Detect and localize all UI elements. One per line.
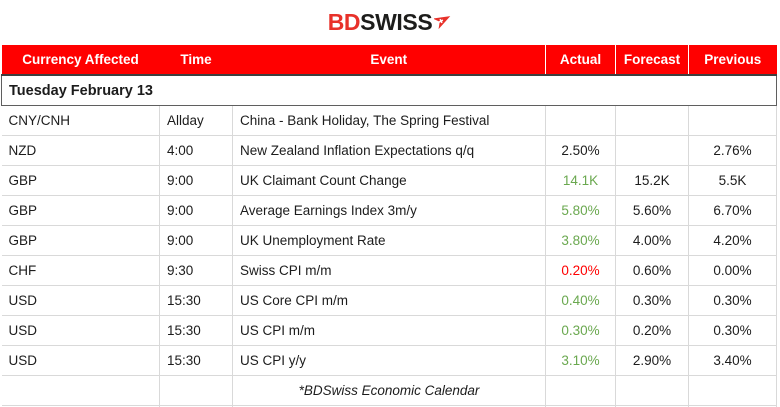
cell-event: New Zealand Inflation Expectations q/q <box>232 135 546 166</box>
cell-currency: GBP <box>1 195 160 226</box>
header-row: Currency Affected Time Event Actual Fore… <box>1 45 777 76</box>
date-row: Tuesday February 13 <box>1 75 777 106</box>
cell-time: 15:30 <box>159 285 233 316</box>
cell-actual: 0.40% <box>545 285 616 316</box>
cell-forecast: 15.2K <box>615 165 689 196</box>
cell-forecast <box>615 405 689 407</box>
cell-time: 9:30 <box>159 255 233 286</box>
cell-previous <box>688 405 777 407</box>
cell-event: US CPI m/m <box>232 315 546 346</box>
cell-currency <box>1 375 160 406</box>
cell-previous: 0.30% <box>688 315 777 346</box>
col-header-time: Time <box>159 45 233 76</box>
cell-previous: 2.76% <box>688 135 777 166</box>
cell-currency: USD <box>1 345 160 376</box>
date-label: Tuesday February 13 <box>1 75 777 106</box>
cell-forecast <box>615 105 689 136</box>
col-header-previous: Previous <box>688 45 777 76</box>
table-row: USD 15:30 US CPI m/m 0.30% 0.20% 0.30% <box>1 315 777 346</box>
cell-actual <box>545 375 616 406</box>
cell-forecast: 4.00% <box>615 225 689 256</box>
logo-swiss-text: SWISS <box>360 9 433 35</box>
cell-previous: 3.40% <box>688 345 777 376</box>
cell-actual: 0.20% <box>545 255 616 286</box>
cell-forecast: 0.30% <box>615 285 689 316</box>
cell-event: US Core CPI m/m <box>232 285 546 316</box>
cell-currency: CHF <box>1 255 160 286</box>
cell-forecast: 0.60% <box>615 255 689 286</box>
cell-time: 4:00 <box>159 135 233 166</box>
footer-row: *BDSwiss Economic Calendar <box>1 375 777 406</box>
cell-forecast: 2.90% <box>615 345 689 376</box>
cell-currency: CNY/CNH <box>1 105 160 136</box>
cell-currency: USD <box>1 285 160 316</box>
col-header-forecast: Forecast <box>615 45 689 76</box>
cell-currency: USD <box>1 315 160 346</box>
cell-time <box>159 375 233 406</box>
economic-calendar-table: Currency Affected Time Event Actual Fore… <box>1 45 777 407</box>
cell-time: 9:00 <box>159 195 233 226</box>
swiss-arrow-icon <box>434 15 451 29</box>
cell-previous: 5.5K <box>688 165 777 196</box>
cell-currency: NZD <box>1 135 160 166</box>
footer-note: *BDSwiss Economic Calendar <box>232 375 546 406</box>
cell-previous <box>688 105 777 136</box>
bdswiss-logo: BD SWISS <box>328 11 453 34</box>
cell-event: UK Claimant Count Change <box>232 165 546 196</box>
table-row: GBP 9:00 UK Claimant Count Change 14.1K … <box>1 165 777 196</box>
cell-previous: 4.20% <box>688 225 777 256</box>
cell-time: 15:30 <box>159 315 233 346</box>
logo-bd-text: BD <box>327 9 361 35</box>
table-row: GBP 9:00 UK Unemployment Rate 3.80% 4.00… <box>1 225 777 256</box>
cell-previous <box>688 375 777 406</box>
cell-actual <box>545 105 616 136</box>
table-row: CHF 9:30 Swiss CPI m/m 0.20% 0.60% 0.00% <box>1 255 777 286</box>
cell-event: Swiss CPI m/m <box>232 255 546 286</box>
cell-actual: 2.50% <box>545 135 616 166</box>
table-row: USD 15:30 US CPI y/y 3.10% 2.90% 3.40% <box>1 345 777 376</box>
cell-time: 9:00 <box>159 165 233 196</box>
logo-bar: BD SWISS <box>0 0 780 45</box>
calendar-rows: CNY/CNH Allday China - Bank Holiday, The… <box>1 105 777 376</box>
cell-actual: 0.30% <box>545 315 616 346</box>
col-header-actual: Actual <box>545 45 616 76</box>
table-row: GBP 9:00 Average Earnings Index 3m/y 5.8… <box>1 195 777 226</box>
cell-forecast <box>615 375 689 406</box>
cell-actual: 3.10% <box>545 345 616 376</box>
cell-event <box>232 405 546 407</box>
cell-actual: 3.80% <box>545 225 616 256</box>
col-header-currency: Currency Affected <box>1 45 160 76</box>
table-row: USD 15:30 US Core CPI m/m 0.40% 0.30% 0.… <box>1 285 777 316</box>
cell-forecast: 0.20% <box>615 315 689 346</box>
partial-empty-row <box>1 405 777 407</box>
cell-forecast: 5.60% <box>615 195 689 226</box>
table-row: NZD 4:00 New Zealand Inflation Expectati… <box>1 135 777 166</box>
cell-time: 9:00 <box>159 225 233 256</box>
col-header-event: Event <box>232 45 546 76</box>
cell-currency: GBP <box>1 225 160 256</box>
cell-event: US CPI y/y <box>232 345 546 376</box>
table-row: CNY/CNH Allday China - Bank Holiday, The… <box>1 105 777 136</box>
cell-currency <box>1 405 160 407</box>
cell-actual: 14.1K <box>545 165 616 196</box>
cell-time: Allday <box>159 105 233 136</box>
cell-event: Average Earnings Index 3m/y <box>232 195 546 226</box>
cell-currency: GBP <box>1 165 160 196</box>
cell-actual <box>545 405 616 407</box>
cell-time <box>159 405 233 407</box>
cell-event: China - Bank Holiday, The Spring Festiva… <box>232 105 546 136</box>
cell-forecast <box>615 135 689 166</box>
cell-previous: 0.00% <box>688 255 777 286</box>
cell-actual: 5.80% <box>545 195 616 226</box>
cell-previous: 0.30% <box>688 285 777 316</box>
cell-event: UK Unemployment Rate <box>232 225 546 256</box>
cell-time: 15:30 <box>159 345 233 376</box>
cell-previous: 6.70% <box>688 195 777 226</box>
